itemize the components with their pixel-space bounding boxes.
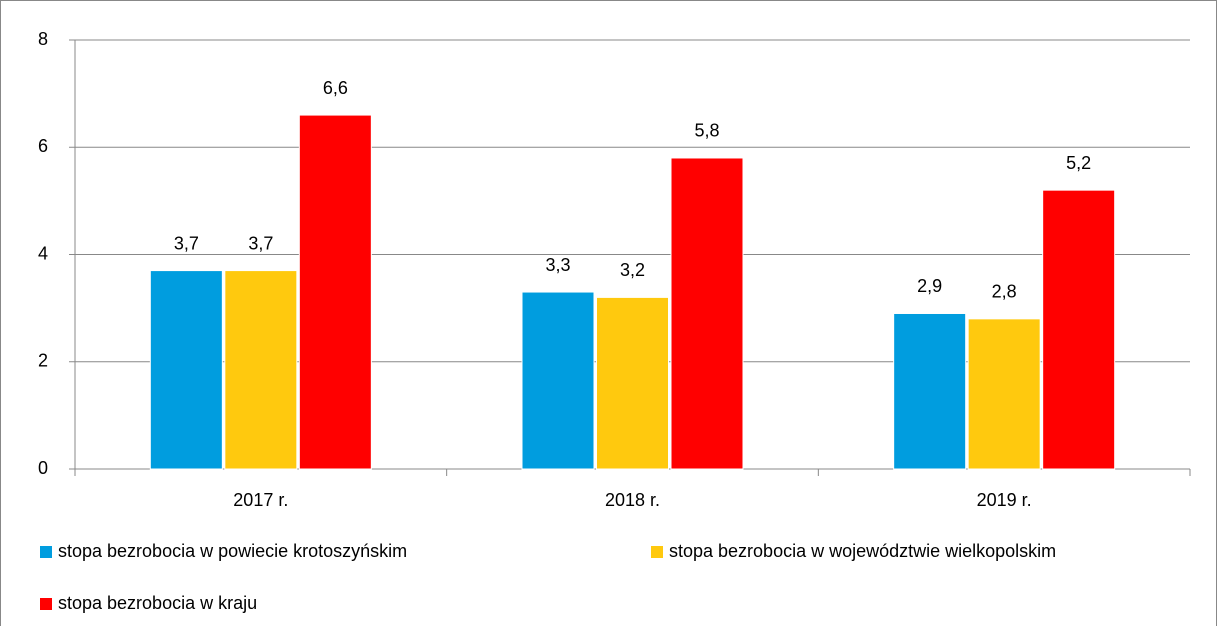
data-label: 3,7 bbox=[174, 233, 199, 253]
bar bbox=[967, 318, 1041, 470]
data-label: 2,9 bbox=[917, 276, 942, 296]
data-label: 3,3 bbox=[545, 255, 570, 275]
bar bbox=[149, 270, 223, 470]
legend-swatch bbox=[651, 546, 663, 558]
bar bbox=[224, 270, 298, 470]
legend-label: stopa bezrobocia w kraju bbox=[58, 593, 257, 613]
x-tick-label: 2018 r. bbox=[605, 490, 660, 510]
y-tick-label: 8 bbox=[38, 29, 48, 49]
data-label: 5,8 bbox=[694, 121, 719, 141]
y-tick-label: 2 bbox=[38, 351, 48, 371]
data-label: 3,7 bbox=[248, 233, 273, 253]
legend-swatch bbox=[40, 598, 52, 610]
data-label: 3,2 bbox=[620, 260, 645, 280]
x-tick-label: 2017 r. bbox=[233, 490, 288, 510]
y-tick-label: 0 bbox=[38, 458, 48, 478]
x-tick-label: 2019 r. bbox=[977, 490, 1032, 510]
data-label: 5,2 bbox=[1066, 153, 1091, 173]
data-label: 6,6 bbox=[323, 78, 348, 98]
y-tick-label: 4 bbox=[38, 243, 48, 263]
bar bbox=[1042, 189, 1116, 470]
bar bbox=[298, 114, 372, 470]
y-tick-label: 6 bbox=[38, 136, 48, 156]
bar bbox=[596, 296, 669, 470]
bar bbox=[521, 291, 595, 470]
bar bbox=[893, 312, 967, 470]
legend-label: stopa bezrobocia w powiecie krotoszyński… bbox=[58, 541, 407, 561]
legend-label: stopa bezrobocia w województwie wielkopo… bbox=[669, 541, 1056, 561]
data-label: 2,8 bbox=[992, 282, 1017, 302]
legend-swatch bbox=[40, 546, 52, 558]
bar bbox=[670, 157, 744, 470]
